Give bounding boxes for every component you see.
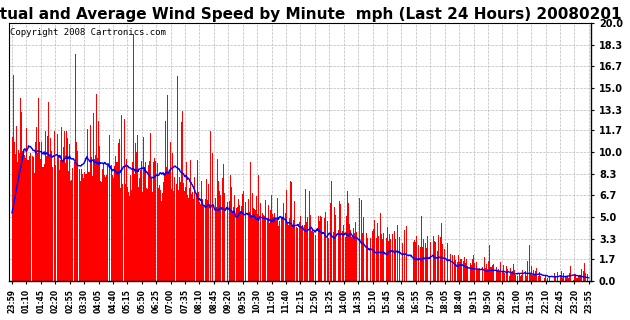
Text: Copyright 2008 Cartronics.com: Copyright 2008 Cartronics.com [10,28,166,37]
Title: Actual and Average Wind Speed by Minute  mph (Last 24 Hours) 20080201: Actual and Average Wind Speed by Minute … [0,7,621,22]
